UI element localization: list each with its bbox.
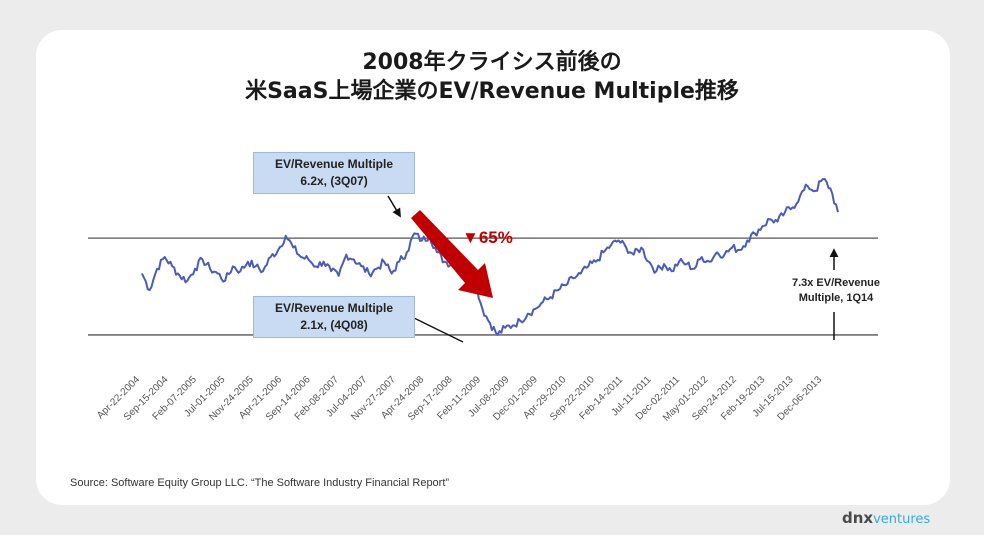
peak-callout: EV/Revenue Multiple 6.2x, (3Q07) bbox=[253, 152, 415, 194]
current-note-line-2: Multiple, 1Q14 bbox=[798, 292, 874, 304]
source-note: Source: Software Equity Group LLC. “The … bbox=[70, 477, 450, 489]
peak-callout-line-1: EV/Revenue Multiple bbox=[274, 157, 394, 171]
current-note-line-1: 7.3x EV/Revenue bbox=[791, 277, 881, 289]
current-multiple-note: 7.3x EV/Revenue Multiple, 1Q14 bbox=[774, 276, 898, 306]
title-line-2: 米SaaS上場企業のEV/Revenue Multiple推移 bbox=[245, 79, 739, 104]
logo-ventures: ventures bbox=[873, 512, 931, 527]
trough-pointer bbox=[413, 317, 464, 343]
annotations bbox=[387, 195, 839, 343]
page-title: 2008年クライシス前後の 米SaaS上場企業のEV/Revenue Multi… bbox=[0, 48, 984, 106]
trough-callout: EV/Revenue Multiple 2.1x, (4Q08) bbox=[253, 296, 415, 338]
trough-callout-line-2: 2.1x, (4Q08) bbox=[300, 318, 368, 332]
x-axis-ticks: Apr-22-2004Sep-15-2004Feb-07-2005Jul-01-… bbox=[95, 374, 824, 424]
trough-callout-line-1: EV/Revenue Multiple bbox=[274, 301, 394, 315]
logo-dnx: dnx bbox=[842, 509, 874, 527]
decline-percent: ▼65% bbox=[462, 228, 513, 247]
series-group bbox=[141, 178, 839, 336]
brand-logo: dnxventures bbox=[842, 509, 930, 527]
title-line-1: 2008年クライシス前後の bbox=[362, 50, 622, 75]
peak-callout-line-2: 6.2x, (3Q07) bbox=[300, 174, 368, 188]
chart-card bbox=[36, 30, 950, 505]
decline-arrow bbox=[411, 210, 493, 298]
peak-pointer bbox=[387, 195, 401, 218]
reference-lines bbox=[88, 237, 878, 336]
series-line-0 bbox=[141, 178, 839, 336]
